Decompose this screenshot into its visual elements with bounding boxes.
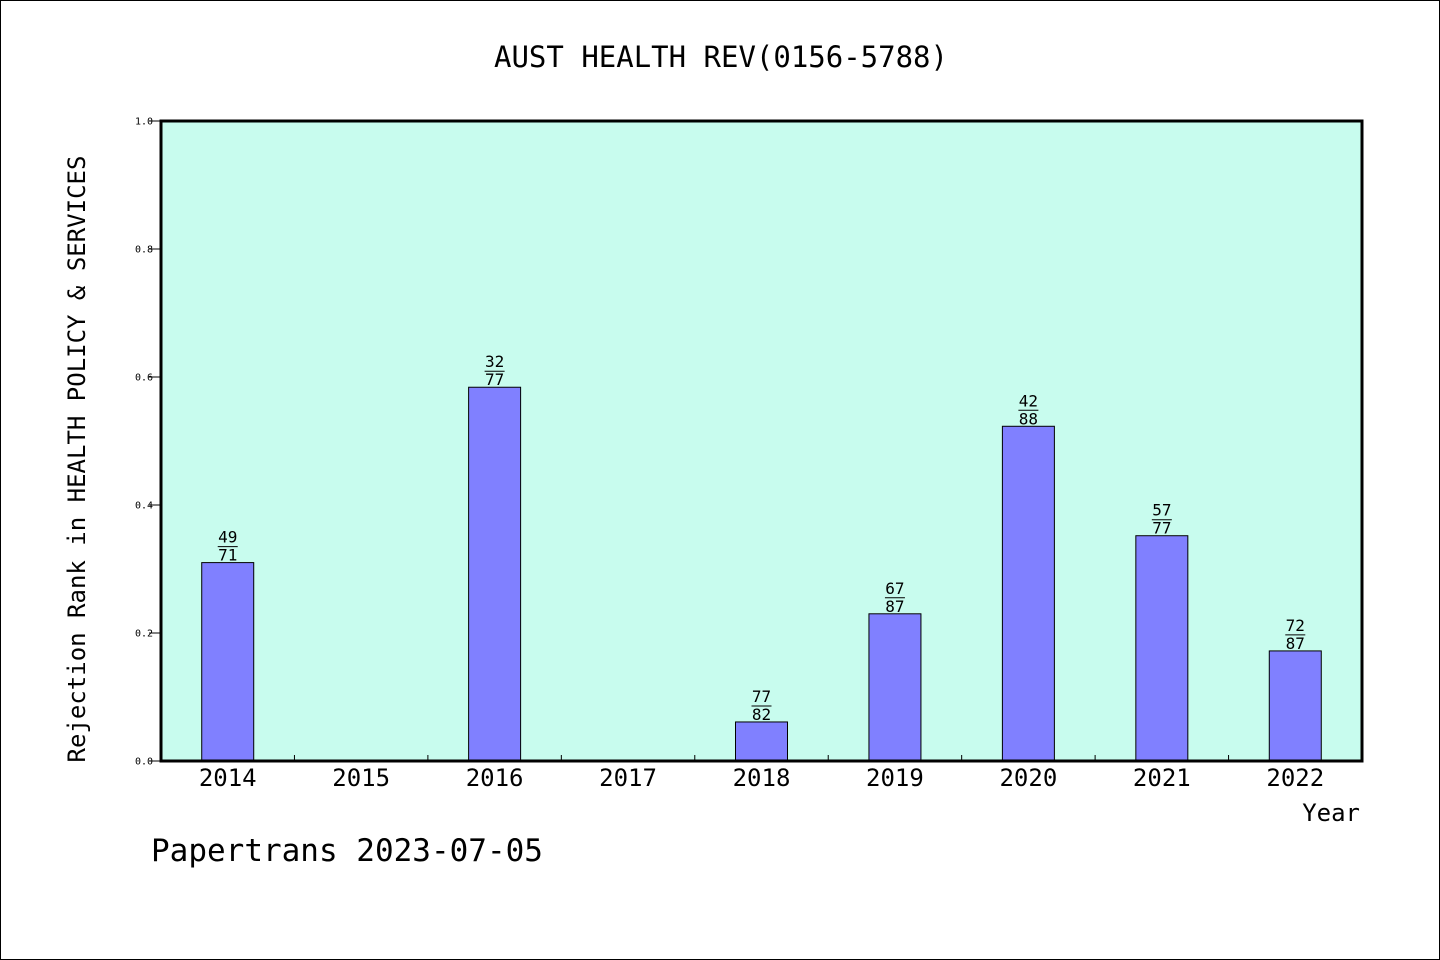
bars — [201, 386, 1322, 762]
bar — [1135, 535, 1189, 762]
x-tick-label: 2022 — [1266, 764, 1324, 792]
bar-rank-label: 42 — [1019, 391, 1038, 410]
x-tick-label: 2016 — [466, 764, 524, 792]
x-tick-label: 2018 — [733, 764, 791, 792]
bar — [868, 613, 922, 762]
bar-rank-label: 77 — [752, 687, 771, 706]
x-tick-label: 2015 — [332, 764, 390, 792]
x-tick-label: 2020 — [999, 764, 1057, 792]
bar-total-label: 88 — [1019, 409, 1038, 428]
bar-rank-label: 72 — [1286, 616, 1305, 635]
x-axis-ticks: 2014 2015 2016 2017 2018 2019 2020 2021 2022 — [199, 755, 1324, 792]
bar — [201, 562, 255, 762]
bar-rank-label: 67 — [885, 579, 904, 598]
y-tick-label: 0.8 — [135, 245, 153, 256]
bar-rank-label: 49 — [218, 528, 237, 547]
y-tick-label: 0.2 — [135, 629, 153, 640]
chart-title: AUST HEALTH REV(0156-5788) — [494, 40, 948, 74]
plot-border — [159, 119, 1364, 763]
bar-total-label: 77 — [485, 370, 504, 389]
bar-total-label: 82 — [752, 705, 771, 724]
bar-rank-label: 32 — [485, 352, 504, 371]
bar-total-label: 77 — [1152, 519, 1171, 538]
bar — [735, 721, 788, 762]
y-tick-label: 1.0 — [135, 117, 153, 128]
x-tick-label: 2019 — [866, 764, 924, 792]
x-tick-label: 2014 — [199, 764, 257, 792]
footer-credit: Papertrans 2023-07-05 — [151, 833, 543, 869]
y-tick-label: 0.6 — [135, 373, 153, 384]
x-axis-label: Year — [1302, 799, 1360, 827]
y-tick-label: 0.4 — [135, 501, 153, 512]
bar — [1001, 425, 1055, 762]
bar-total-label: 87 — [885, 597, 904, 616]
bar-total-label: 71 — [218, 546, 237, 565]
y-axis-ticks: 0.0 0.2 0.4 0.6 0.8 1.0 — [135, 117, 161, 768]
bar — [1268, 650, 1322, 762]
bar-total-label: 87 — [1286, 634, 1305, 653]
bar — [468, 386, 522, 762]
x-tick-label: 2017 — [599, 764, 657, 792]
x-tick-label: 2021 — [1133, 764, 1191, 792]
y-tick-label: 0.0 — [135, 757, 153, 768]
bar-rank-label: 57 — [1152, 501, 1171, 520]
y-axis-label: Rejection Rank in HEALTH POLICY & SERVIC… — [63, 156, 91, 763]
